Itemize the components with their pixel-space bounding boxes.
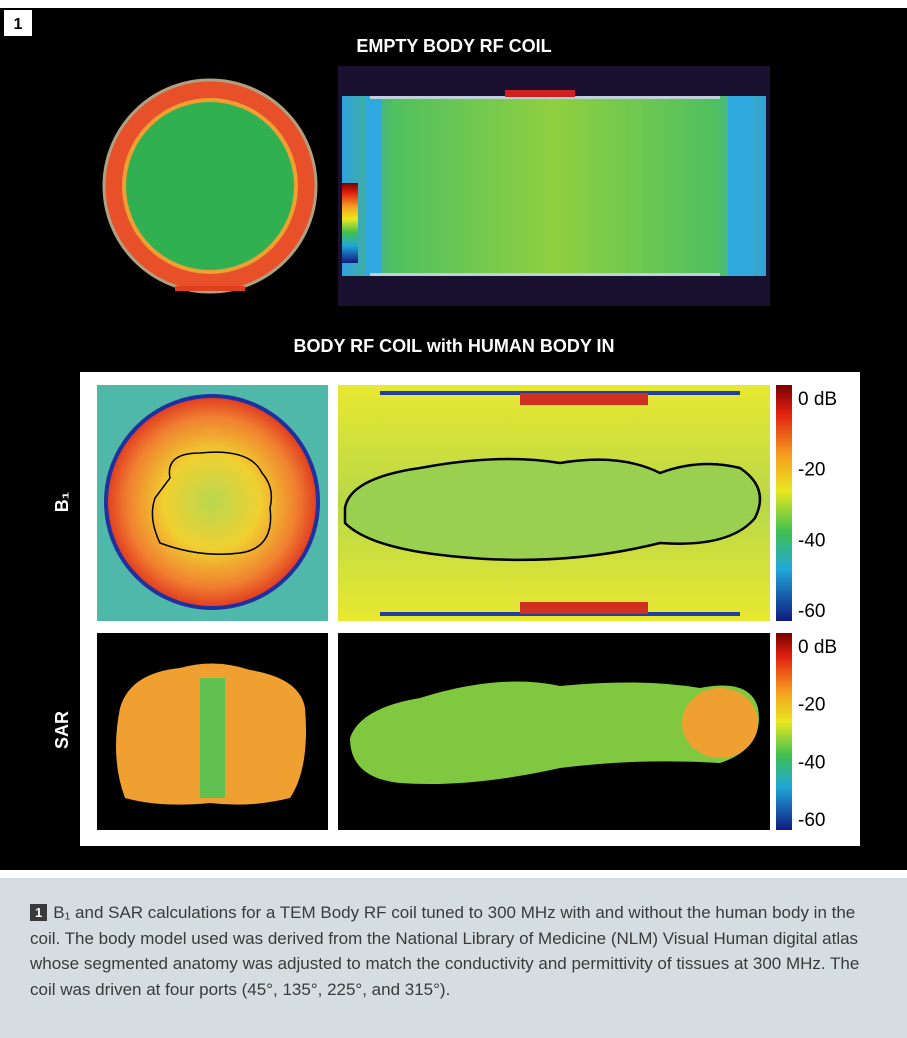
colorbar-label: 0 dB xyxy=(798,389,837,410)
colorbar-label: -40 xyxy=(798,530,825,551)
colorbar-label: -60 xyxy=(798,601,825,622)
caption-number: 1 xyxy=(30,904,47,921)
caption-text: B₁ and SAR calculations for a TEM Body R… xyxy=(30,903,859,999)
figure: 1 EMPTY BODY RF COIL BODY RF COIL with H… xyxy=(0,8,907,870)
colorbar-label: -40 xyxy=(798,752,825,773)
colorbar xyxy=(776,633,792,830)
title-bottom: BODY RF COIL with HUMAN BODY IN xyxy=(293,336,614,356)
figure-panel: 1 EMPTY BODY RF COIL BODY RF COIL with H… xyxy=(0,8,907,870)
figure-number: 1 xyxy=(14,16,23,33)
colorbar-label: -20 xyxy=(798,460,825,481)
colorbar xyxy=(776,385,792,621)
colorbar-label: 0 dB xyxy=(798,637,837,658)
row-label: B₁ xyxy=(52,492,72,512)
colorbar-label: -20 xyxy=(798,695,825,716)
page: 1 EMPTY BODY RF COIL BODY RF COIL with H… xyxy=(0,0,907,1038)
title-top: EMPTY BODY RF COIL xyxy=(356,36,551,56)
colorbar-label: -60 xyxy=(798,810,825,831)
row-label: SAR xyxy=(52,711,72,749)
